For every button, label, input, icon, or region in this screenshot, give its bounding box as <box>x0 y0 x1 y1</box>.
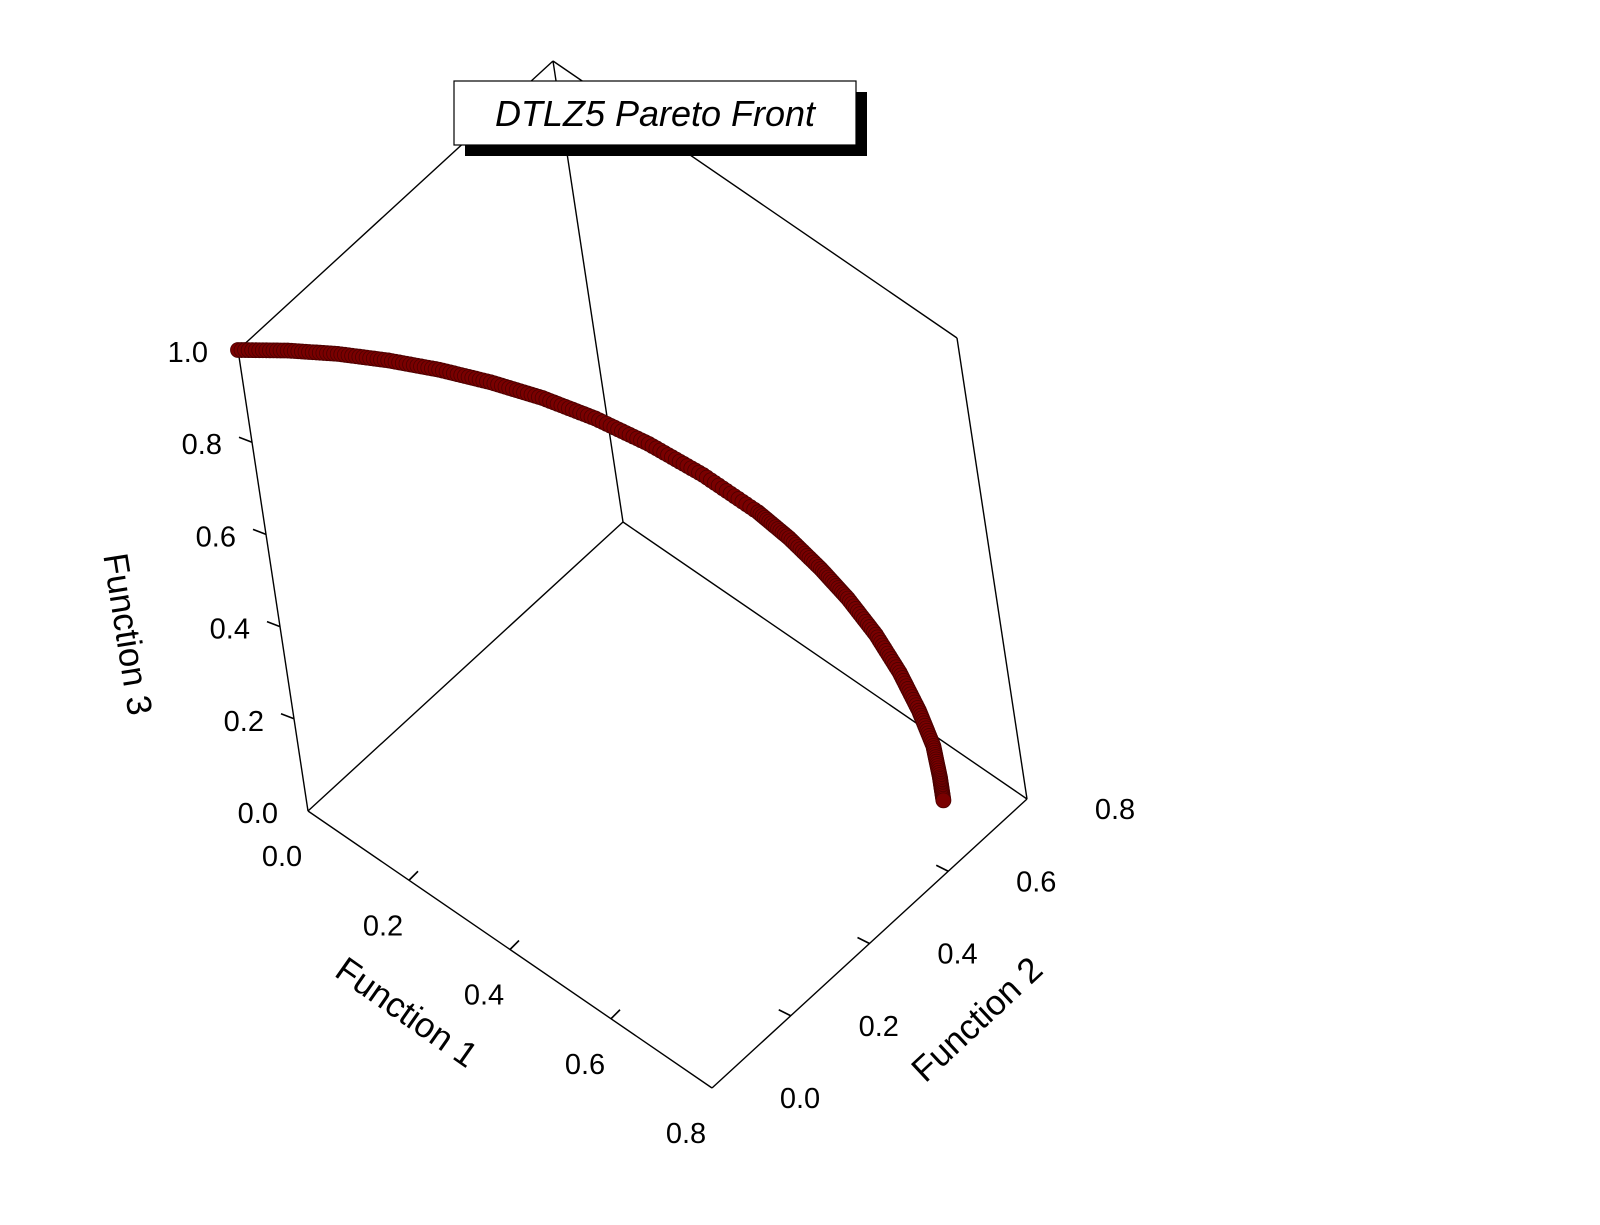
f1-tick-label: 0.8 <box>666 1118 706 1150</box>
f3-tick-label: 0.6 <box>196 521 236 553</box>
f2-axis-title: Function 2 <box>904 950 1050 1090</box>
f1-tick-label: 0.2 <box>363 910 403 942</box>
f3-tick <box>266 620 281 628</box>
f2-tick-label: 0.8 <box>1095 794 1135 826</box>
f2-tick-label: 0.6 <box>1016 866 1056 898</box>
f2-tick <box>935 864 949 872</box>
axis-tick-labels: 0.0 0.2 0.4 0.6 0.8 0.0 0.2 0.4 0.6 0.8 0.0 0.2 0.4 0… <box>168 337 1135 1150</box>
chart-title: DTLZ5 Pareto Front <box>495 93 817 134</box>
data-points <box>230 342 952 809</box>
f1-tick-label: 0.4 <box>464 980 504 1012</box>
axes-box <box>237 60 1028 1089</box>
chart-title-box: DTLZ5 Pareto Front <box>453 80 867 156</box>
f3-tick-label: 0.4 <box>210 614 250 646</box>
title-frame <box>453 80 857 146</box>
f3-tick <box>238 436 253 443</box>
f3-tick-label: 0.0 <box>238 798 278 830</box>
f1-tick-label: 0.0 <box>262 841 302 873</box>
frame-edge-right-vertical <box>956 337 1028 800</box>
f1-tick <box>509 939 520 951</box>
f2-tick-label: 0.0 <box>780 1083 820 1115</box>
axis-ticks <box>238 436 949 1020</box>
f1-tick-label: 0.6 <box>565 1049 605 1081</box>
f3-tick-label: 0.8 <box>182 429 222 461</box>
f1-axis-title: Function 1 <box>328 950 484 1076</box>
f2-tick <box>778 1009 792 1017</box>
f2-tick-label: 0.4 <box>937 939 977 971</box>
data-point <box>935 792 952 809</box>
f3-tick <box>252 528 267 536</box>
frame-edge-back-left-bottom <box>307 521 624 812</box>
f2-tick-label: 0.2 <box>859 1011 899 1043</box>
frame-edge-f3-axis <box>237 349 309 812</box>
f1-tick <box>610 1009 621 1020</box>
f3-tick-label: 1.0 <box>168 337 208 369</box>
f3-tick <box>280 713 295 720</box>
f1-tick <box>408 870 419 881</box>
frame-edge-back-right-bottom <box>622 521 1028 800</box>
f3-tick-label: 0.2 <box>224 706 264 738</box>
f3-axis-title: Function 3 <box>95 550 159 718</box>
f2-tick <box>857 936 870 945</box>
